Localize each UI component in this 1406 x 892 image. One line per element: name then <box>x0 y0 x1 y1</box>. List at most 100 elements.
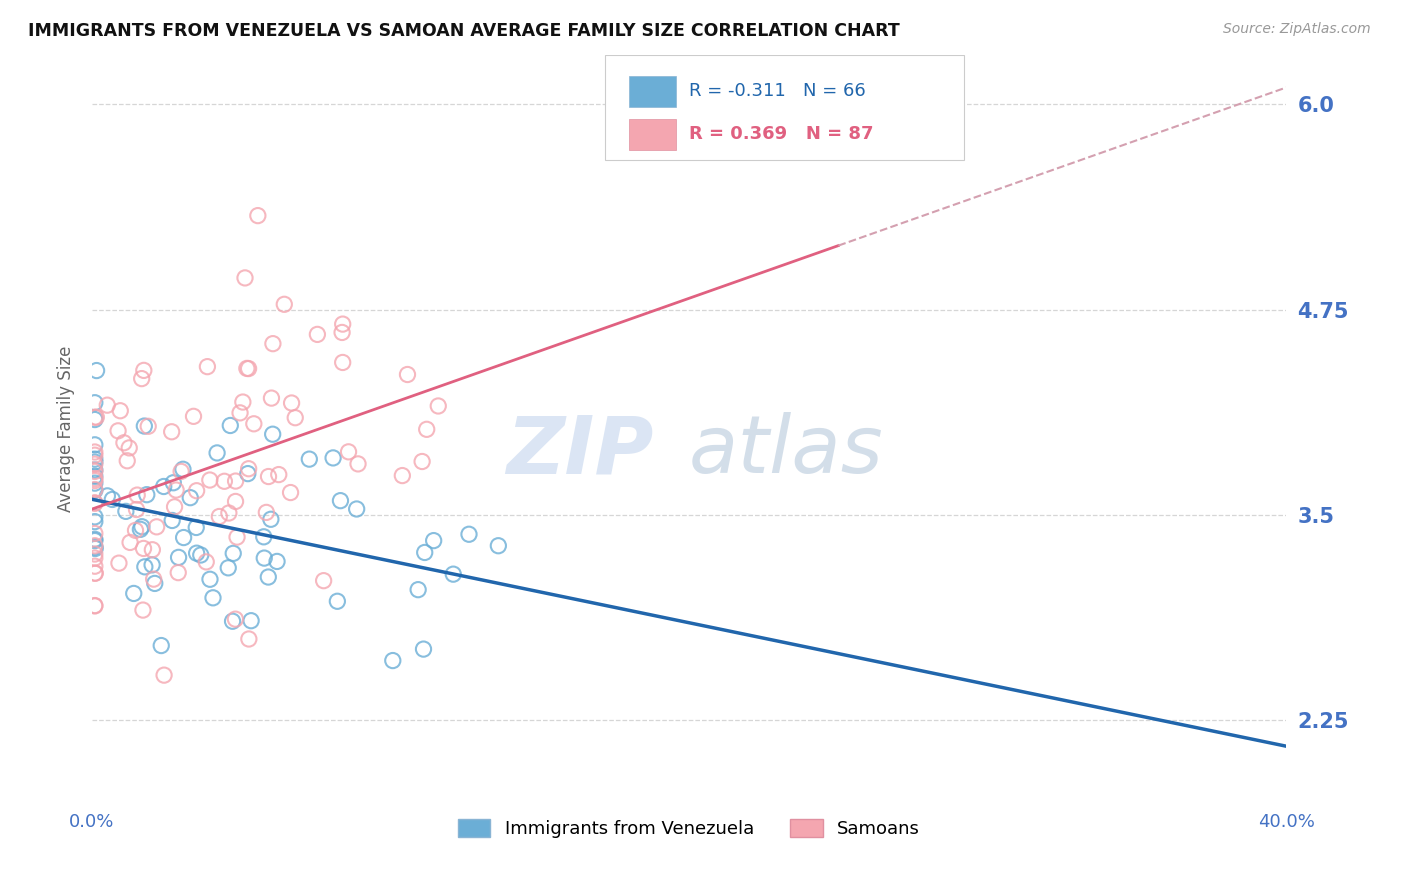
Point <box>101 492 124 507</box>
Point <box>83 455 105 469</box>
Point <box>411 454 433 468</box>
Point <box>422 533 444 548</box>
Point <box>150 639 173 653</box>
Point <box>165 483 187 497</box>
Point <box>96 489 118 503</box>
Point <box>441 567 464 582</box>
Point <box>83 539 105 553</box>
Point <box>83 471 105 485</box>
Point <box>132 603 155 617</box>
FancyBboxPatch shape <box>630 120 676 151</box>
Point <box>83 533 105 547</box>
Point <box>413 545 436 559</box>
Point <box>214 475 236 489</box>
Point <box>167 550 190 565</box>
Point <box>132 363 155 377</box>
Point <box>83 515 105 529</box>
Point <box>332 355 354 369</box>
Point <box>280 485 302 500</box>
Point <box>238 361 260 376</box>
Point <box>219 418 242 433</box>
Legend: Immigrants from Venezuela, Samoans: Immigrants from Venezuela, Samoans <box>451 812 928 846</box>
Point <box>257 570 280 584</box>
Point <box>83 448 105 462</box>
Point <box>86 410 108 425</box>
Point <box>381 654 404 668</box>
Point <box>226 530 249 544</box>
Point <box>205 446 228 460</box>
Point <box>142 572 165 586</box>
Text: IMMIGRANTS FROM VENEZUELA VS SAMOAN AVERAGE FAMILY SIZE CORRELATION CHART: IMMIGRANTS FROM VENEZUELA VS SAMOAN AVER… <box>28 22 900 40</box>
Point <box>141 558 163 572</box>
Point <box>267 467 290 482</box>
Point <box>160 425 183 439</box>
Point <box>238 632 260 646</box>
Point <box>83 599 105 613</box>
Text: atlas: atlas <box>689 412 884 490</box>
Point <box>406 582 429 597</box>
Point <box>346 502 368 516</box>
Point <box>134 559 156 574</box>
Point <box>83 533 105 548</box>
Point <box>167 566 190 580</box>
Point <box>197 359 219 374</box>
Point <box>427 399 450 413</box>
Point <box>337 445 360 459</box>
Point <box>141 542 163 557</box>
Point <box>332 317 354 331</box>
Point <box>458 527 481 541</box>
Point <box>186 520 208 534</box>
Point <box>415 422 437 436</box>
Point <box>262 336 284 351</box>
Point <box>179 491 201 505</box>
Point <box>153 668 176 682</box>
Point <box>110 403 132 417</box>
Point <box>83 540 105 554</box>
Point <box>183 409 205 424</box>
Point <box>83 483 105 497</box>
Point <box>273 297 295 311</box>
Point <box>129 522 152 536</box>
Point <box>127 488 149 502</box>
Point <box>262 427 284 442</box>
Point <box>83 476 105 491</box>
Point <box>260 391 283 405</box>
Point <box>115 454 138 468</box>
Point <box>107 424 129 438</box>
Point <box>253 530 276 544</box>
Point <box>135 488 157 502</box>
Point <box>131 371 153 385</box>
Point <box>198 572 221 586</box>
Point <box>83 452 105 467</box>
Point <box>307 327 329 342</box>
Point <box>96 398 118 412</box>
Point <box>83 469 105 483</box>
Point <box>238 461 260 475</box>
Point <box>225 494 247 508</box>
Point <box>134 419 156 434</box>
Point <box>260 512 283 526</box>
Point <box>83 599 105 613</box>
Point <box>233 271 256 285</box>
Point <box>326 594 349 608</box>
Point <box>83 496 105 510</box>
Point <box>195 555 218 569</box>
Point <box>240 614 263 628</box>
Point <box>108 556 131 570</box>
Point <box>125 502 148 516</box>
Point <box>115 504 138 518</box>
Point <box>160 513 183 527</box>
Text: Source: ZipAtlas.com: Source: ZipAtlas.com <box>1223 22 1371 37</box>
Point <box>152 479 174 493</box>
Point <box>232 395 254 409</box>
Point <box>298 452 321 467</box>
FancyBboxPatch shape <box>606 55 963 160</box>
Point <box>120 535 142 549</box>
Point <box>280 396 302 410</box>
Point <box>83 547 105 561</box>
Point <box>83 559 105 574</box>
Point <box>124 524 146 538</box>
Point <box>229 406 252 420</box>
Text: ZIP: ZIP <box>506 412 654 490</box>
Point <box>132 541 155 556</box>
